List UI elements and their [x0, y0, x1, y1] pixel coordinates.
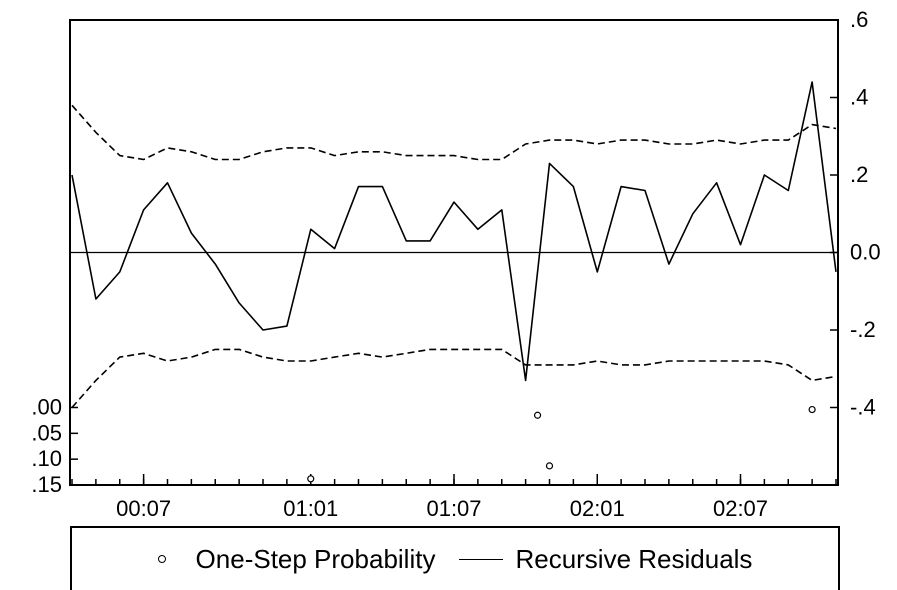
left-axis-tick-label: .10 — [31, 446, 62, 471]
right-axis-tick-label: -.4 — [850, 395, 876, 420]
confidence-band-line — [71, 348, 837, 409]
probability-point — [307, 475, 315, 483]
left-axis-tick-label: .00 — [31, 395, 62, 420]
legend-item-probability: One-Step Probability — [157, 543, 436, 575]
right-axis-tick-label: .4 — [850, 85, 868, 110]
right-axis-tick-label: .2 — [850, 162, 868, 187]
probability-point — [545, 462, 554, 470]
legend-label-residuals: Recursive Residuals — [515, 543, 753, 574]
axis-ticks: -.4 -.2 0.0 .2 .4 .6 .00.05.10.15 00:07 01:01 01:… — [31, 7, 880, 520]
x-axis-tick-label: 00:07 — [116, 496, 171, 520]
right-axis-tick-label: 0.0 — [850, 240, 881, 265]
left-axis-tick-label: .15 — [31, 472, 62, 497]
legend: One-Step Probability Recursive Residuals — [70, 526, 840, 590]
recursive-residuals-line — [71, 81, 837, 382]
legend-line-marker-icon — [459, 558, 504, 560]
chart: -.4 -.2 0.0 .2 .4 .6 .00.05.10.15 00:07 01:01 01:… — [31, 7, 880, 520]
x-axis-tick-label: 02:01 — [570, 496, 625, 520]
legend-label-probability: One-Step Probability — [195, 543, 436, 574]
left-axis-tick-label: .05 — [31, 420, 62, 445]
probability-point — [533, 411, 542, 419]
legend-item-residuals: Recursive Residuals — [459, 544, 752, 575]
right-axis-tick-label: .6 — [850, 7, 868, 32]
x-axis-tick-label: 01:07 — [426, 496, 481, 520]
x-axis-tick-label: 02:07 — [713, 496, 768, 520]
confidence-band-line — [71, 104, 837, 161]
chart-marks — [70, 81, 838, 483]
right-axis-tick-label: -.2 — [850, 317, 876, 342]
x-axis-tick-label: 01:01 — [283, 496, 338, 520]
legend-circle-marker-icon — [157, 555, 166, 563]
probability-point — [808, 405, 816, 414]
